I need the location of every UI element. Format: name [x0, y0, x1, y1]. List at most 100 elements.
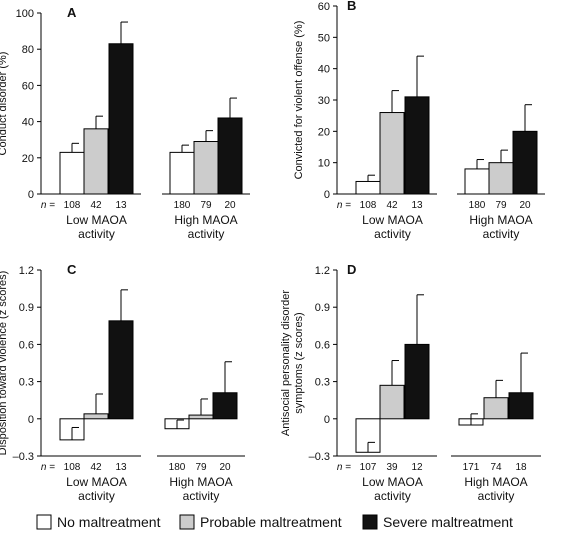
bar — [488, 162, 514, 195]
n-label: 42 — [386, 200, 398, 211]
y-tick-label: 0.6 — [315, 339, 330, 351]
group-label: Low MAOA — [362, 475, 423, 489]
bar — [188, 414, 214, 420]
y-tick-label: 0 — [28, 189, 34, 201]
bar — [83, 413, 109, 420]
panel-letter: B — [347, 0, 356, 13]
n-label: 42 — [90, 200, 102, 211]
panel-letter: C — [67, 262, 77, 277]
y-axis-title: symptoms (z scores) — [293, 312, 305, 413]
legend-swatch — [36, 514, 52, 530]
y-axis-title: Conduct disorder (%) — [0, 52, 9, 156]
y-tick-label: 0.9 — [315, 302, 330, 314]
n-label: 13 — [115, 200, 127, 211]
bar — [217, 117, 243, 195]
legend-label: No maltreatment — [57, 514, 161, 530]
n-label: 79 — [200, 200, 212, 211]
n-label: 13 — [411, 200, 423, 211]
group-label: activity — [374, 227, 411, 241]
n-label: 20 — [519, 200, 531, 211]
bar — [212, 392, 238, 420]
y-tick-label: 80 — [22, 44, 34, 56]
bar — [108, 320, 134, 420]
bar — [508, 392, 534, 420]
n-prefix: n = — [337, 200, 351, 211]
panel-c: –0.3 0 0.3 0.6 0.9 1.2 Disposition toward viol… — [0, 262, 245, 503]
y-tick-label: –0.3 — [309, 451, 330, 463]
legend: No maltreatment Probable maltreatment Seve… — [36, 514, 513, 530]
y-tick-label: 60 — [318, 1, 330, 13]
n-label: 108 — [64, 200, 81, 211]
n-label: 180 — [174, 200, 191, 211]
legend-label: Probable maltreatment — [200, 514, 342, 530]
y-tick-label: 100 — [16, 8, 34, 20]
bar — [355, 180, 381, 195]
y-tick-label: 0.6 — [19, 339, 34, 351]
bar — [404, 343, 430, 420]
y-axis-title: Antisocial personality disorder — [280, 290, 292, 436]
n-label: 107 — [360, 462, 377, 473]
n-label: 108 — [360, 200, 377, 211]
group-label: activity — [374, 489, 411, 503]
y-tick-label: 0 — [324, 189, 330, 201]
bar — [59, 151, 85, 195]
legend-swatch — [362, 514, 378, 530]
legend-swatch — [179, 514, 195, 530]
n-prefix: n = — [41, 200, 55, 211]
bar — [108, 43, 134, 195]
bar — [193, 141, 219, 195]
group-label: activity — [78, 227, 115, 241]
y-tick-label: 40 — [22, 117, 34, 129]
bar — [83, 128, 109, 195]
group-label: Low MAOA — [66, 213, 127, 227]
y-tick-label: 0 — [324, 414, 330, 426]
y-tick-label: 50 — [318, 32, 330, 44]
n-prefix: n = — [41, 462, 55, 473]
group-label: activity — [478, 489, 515, 503]
y-tick-label: –0.3 — [13, 451, 34, 463]
n-label: 42 — [90, 462, 102, 473]
group-label: activity — [78, 489, 115, 503]
n-label: 171 — [463, 462, 480, 473]
n-label: 74 — [490, 462, 502, 473]
n-label: 18 — [515, 462, 527, 473]
y-axis-title: Convicted for violent offense (%) — [293, 21, 305, 180]
n-prefix: n = — [337, 462, 351, 473]
n-label: 79 — [195, 462, 207, 473]
group-label: activity — [188, 227, 225, 241]
group-label: High MAOA — [469, 213, 532, 227]
panel-d: –0.3 0 0.3 0.6 0.9 1.2 Antisocial personality … — [280, 262, 541, 503]
n-label: 180 — [469, 200, 486, 211]
bar — [404, 96, 430, 195]
group-label: High MAOA — [464, 475, 527, 489]
n-label: 20 — [219, 462, 231, 473]
bar — [512, 130, 538, 195]
n-label: 108 — [64, 462, 81, 473]
y-tick-label: 60 — [22, 80, 34, 92]
y-tick-label: 0.9 — [19, 302, 34, 314]
panel-letter: D — [347, 262, 356, 277]
n-label: 12 — [411, 462, 423, 473]
bar — [464, 168, 490, 195]
y-tick-label: 1.2 — [19, 265, 34, 277]
y-tick-label: 40 — [318, 64, 330, 76]
panel-letter: A — [67, 5, 77, 20]
n-label: 20 — [224, 200, 236, 211]
panel-b: 0 10 20 30 40 50 60 Convicted for violent offen… — [293, 0, 545, 241]
n-label: 13 — [115, 462, 127, 473]
y-tick-label: 1.2 — [315, 265, 330, 277]
group-label: Low MAOA — [362, 213, 423, 227]
y-tick-label: 0 — [28, 414, 34, 426]
y-tick-label: 0.3 — [19, 377, 34, 389]
bar — [379, 384, 405, 420]
group-label: Low MAOA — [66, 475, 127, 489]
bar — [169, 151, 195, 195]
panel-a: 0 20 40 60 80 100 Conduct disorder (%) A 108 180 4… — [0, 5, 250, 241]
n-label: 180 — [169, 462, 186, 473]
bar — [379, 112, 405, 195]
y-tick-label: 0.3 — [315, 377, 330, 389]
n-label: 79 — [495, 200, 507, 211]
group-label: High MAOA — [169, 475, 232, 489]
y-tick-label: 30 — [318, 95, 330, 107]
